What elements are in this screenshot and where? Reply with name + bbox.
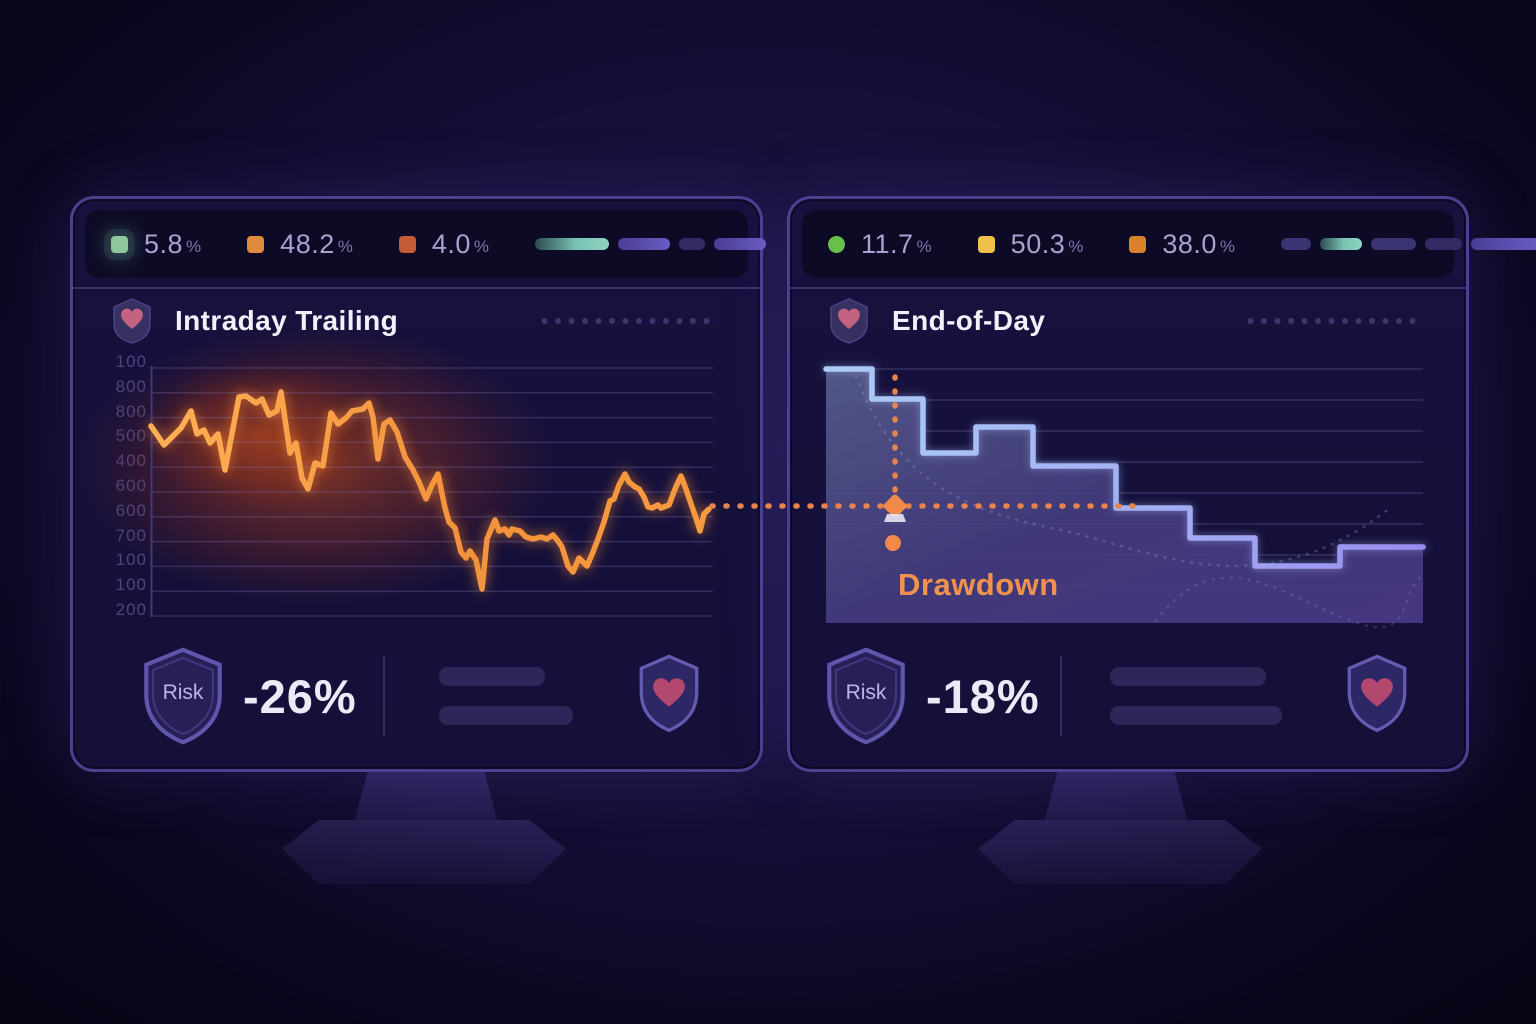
- legend-swatch-icon: [977, 235, 995, 253]
- risk-value: -26%: [243, 669, 357, 723]
- skeleton-line: [1109, 667, 1266, 686]
- progress-segment: [679, 238, 706, 250]
- risk-shield-icon: [144, 647, 222, 745]
- right-panel-header: End-of-Day: [790, 295, 1466, 347]
- legend-swatch-icon: [111, 235, 128, 253]
- legend-item[interactable]: 38.0%: [1129, 229, 1235, 260]
- right-progress-bar: [1281, 238, 1536, 250]
- skeleton-lines: [438, 667, 573, 725]
- progress-segment: [1425, 238, 1463, 250]
- intraday-line-chart: [76, 326, 713, 617]
- divider: [382, 656, 385, 736]
- legend-unit: %: [186, 237, 202, 256]
- risk-badge-label: Risk: [162, 681, 204, 704]
- left-monitor-stand-base: [282, 820, 566, 884]
- heart-shield-icon: [1344, 652, 1410, 740]
- legend-unit: %: [916, 237, 932, 256]
- legend-item[interactable]: 4.0%: [398, 228, 490, 260]
- risk-value: -18%: [926, 669, 1040, 723]
- chart-warm-glow-hot: [141, 361, 381, 511]
- divider: [73, 287, 760, 289]
- y-axis-label: 200: [115, 600, 147, 619]
- legend-item[interactable]: 50.3%: [977, 228, 1084, 260]
- left-legend: 5.8% 48.2% 4.0%: [111, 229, 535, 260]
- right-panel-title: End-of-Day: [892, 305, 1046, 336]
- left-progress-bar: [535, 238, 767, 250]
- legend-item[interactable]: 11.7%: [828, 229, 932, 260]
- right-legend: 11.7% 50.3% 38.0%: [828, 229, 1281, 260]
- skeleton-line: [438, 706, 573, 725]
- legend-swatch-icon: [828, 235, 845, 253]
- heart-shield-icon: [636, 652, 702, 740]
- right-stats-strip: 11.7% 50.3% 38.0%: [802, 210, 1536, 278]
- progress-segment: [535, 238, 610, 250]
- right-monitor-stand-base: [978, 820, 1262, 884]
- risk-badge-label: Risk: [845, 681, 887, 704]
- skeleton-lines: [1109, 667, 1282, 725]
- legend-swatch-icon: [247, 235, 265, 253]
- left-footer: Risk -26%: [73, 643, 760, 749]
- right-monitor-panel: 11.7% 50.3% 38.0% End-of-Day: [787, 196, 1536, 772]
- legend-unit: %: [1219, 237, 1236, 256]
- legend-value: 38.0: [1162, 228, 1217, 259]
- legend-unit: %: [337, 237, 353, 256]
- y-axis-label: 100: [115, 352, 147, 371]
- legend-value: 5.8: [144, 228, 184, 259]
- y-axis-label: 100: [115, 575, 147, 595]
- risk-shield-badge: Risk: [822, 647, 910, 745]
- decor-dotted-curve: [1154, 574, 1424, 629]
- drawdown-annotation: Drawdown: [898, 567, 1059, 602]
- skeleton-line: [438, 667, 545, 686]
- divider: [790, 287, 1466, 289]
- legend-swatch-icon: [1129, 235, 1147, 253]
- end-of-day-step-chart: [823, 366, 1426, 629]
- drawdown-area-fill: [826, 369, 1423, 623]
- skeleton-line: [1109, 706, 1282, 725]
- progress-segment: [1320, 238, 1363, 250]
- progress-segment: [1371, 238, 1417, 250]
- shield-heart-icon: [830, 298, 868, 344]
- right-footer: Risk -18%: [790, 643, 1466, 749]
- legend-value: 11.7: [861, 228, 914, 259]
- legend-value: 48.2: [280, 228, 335, 259]
- progress-segment: [618, 238, 671, 250]
- progress-segment: [1471, 238, 1536, 250]
- legend-value: 50.3: [1010, 228, 1066, 259]
- legend-unit: %: [1068, 237, 1084, 256]
- left-monitor-panel: 5.8%48.2%4.0% Intraday Trailing 10080080…: [70, 196, 767, 772]
- dotted-separator: [1247, 317, 1422, 325]
- legend-item[interactable]: 48.2%: [247, 229, 353, 260]
- legend-item[interactable]: 5.8%: [111, 229, 201, 260]
- risk-shield-icon: [827, 647, 905, 745]
- legend-value: 4.0: [431, 228, 471, 259]
- legend-unit: %: [473, 237, 490, 256]
- drawdown-step-series: [823, 366, 1426, 569]
- progress-segment: [1281, 238, 1312, 250]
- risk-shield-badge: Risk: [139, 647, 227, 745]
- decor-dotted-curve: [854, 374, 1388, 567]
- legend-swatch-icon: [398, 235, 416, 253]
- progress-segment: [714, 238, 767, 250]
- divider: [1059, 656, 1062, 736]
- left-stats-strip: 5.8% 48.2% 4.0%: [85, 210, 767, 278]
- equity-line-series: [148, 389, 712, 592]
- heart-shield-svg: [1347, 654, 1407, 733]
- heart-shield-svg: [639, 654, 699, 733]
- dotted-separator: [541, 317, 716, 325]
- shield-heart-icon: [113, 298, 151, 344]
